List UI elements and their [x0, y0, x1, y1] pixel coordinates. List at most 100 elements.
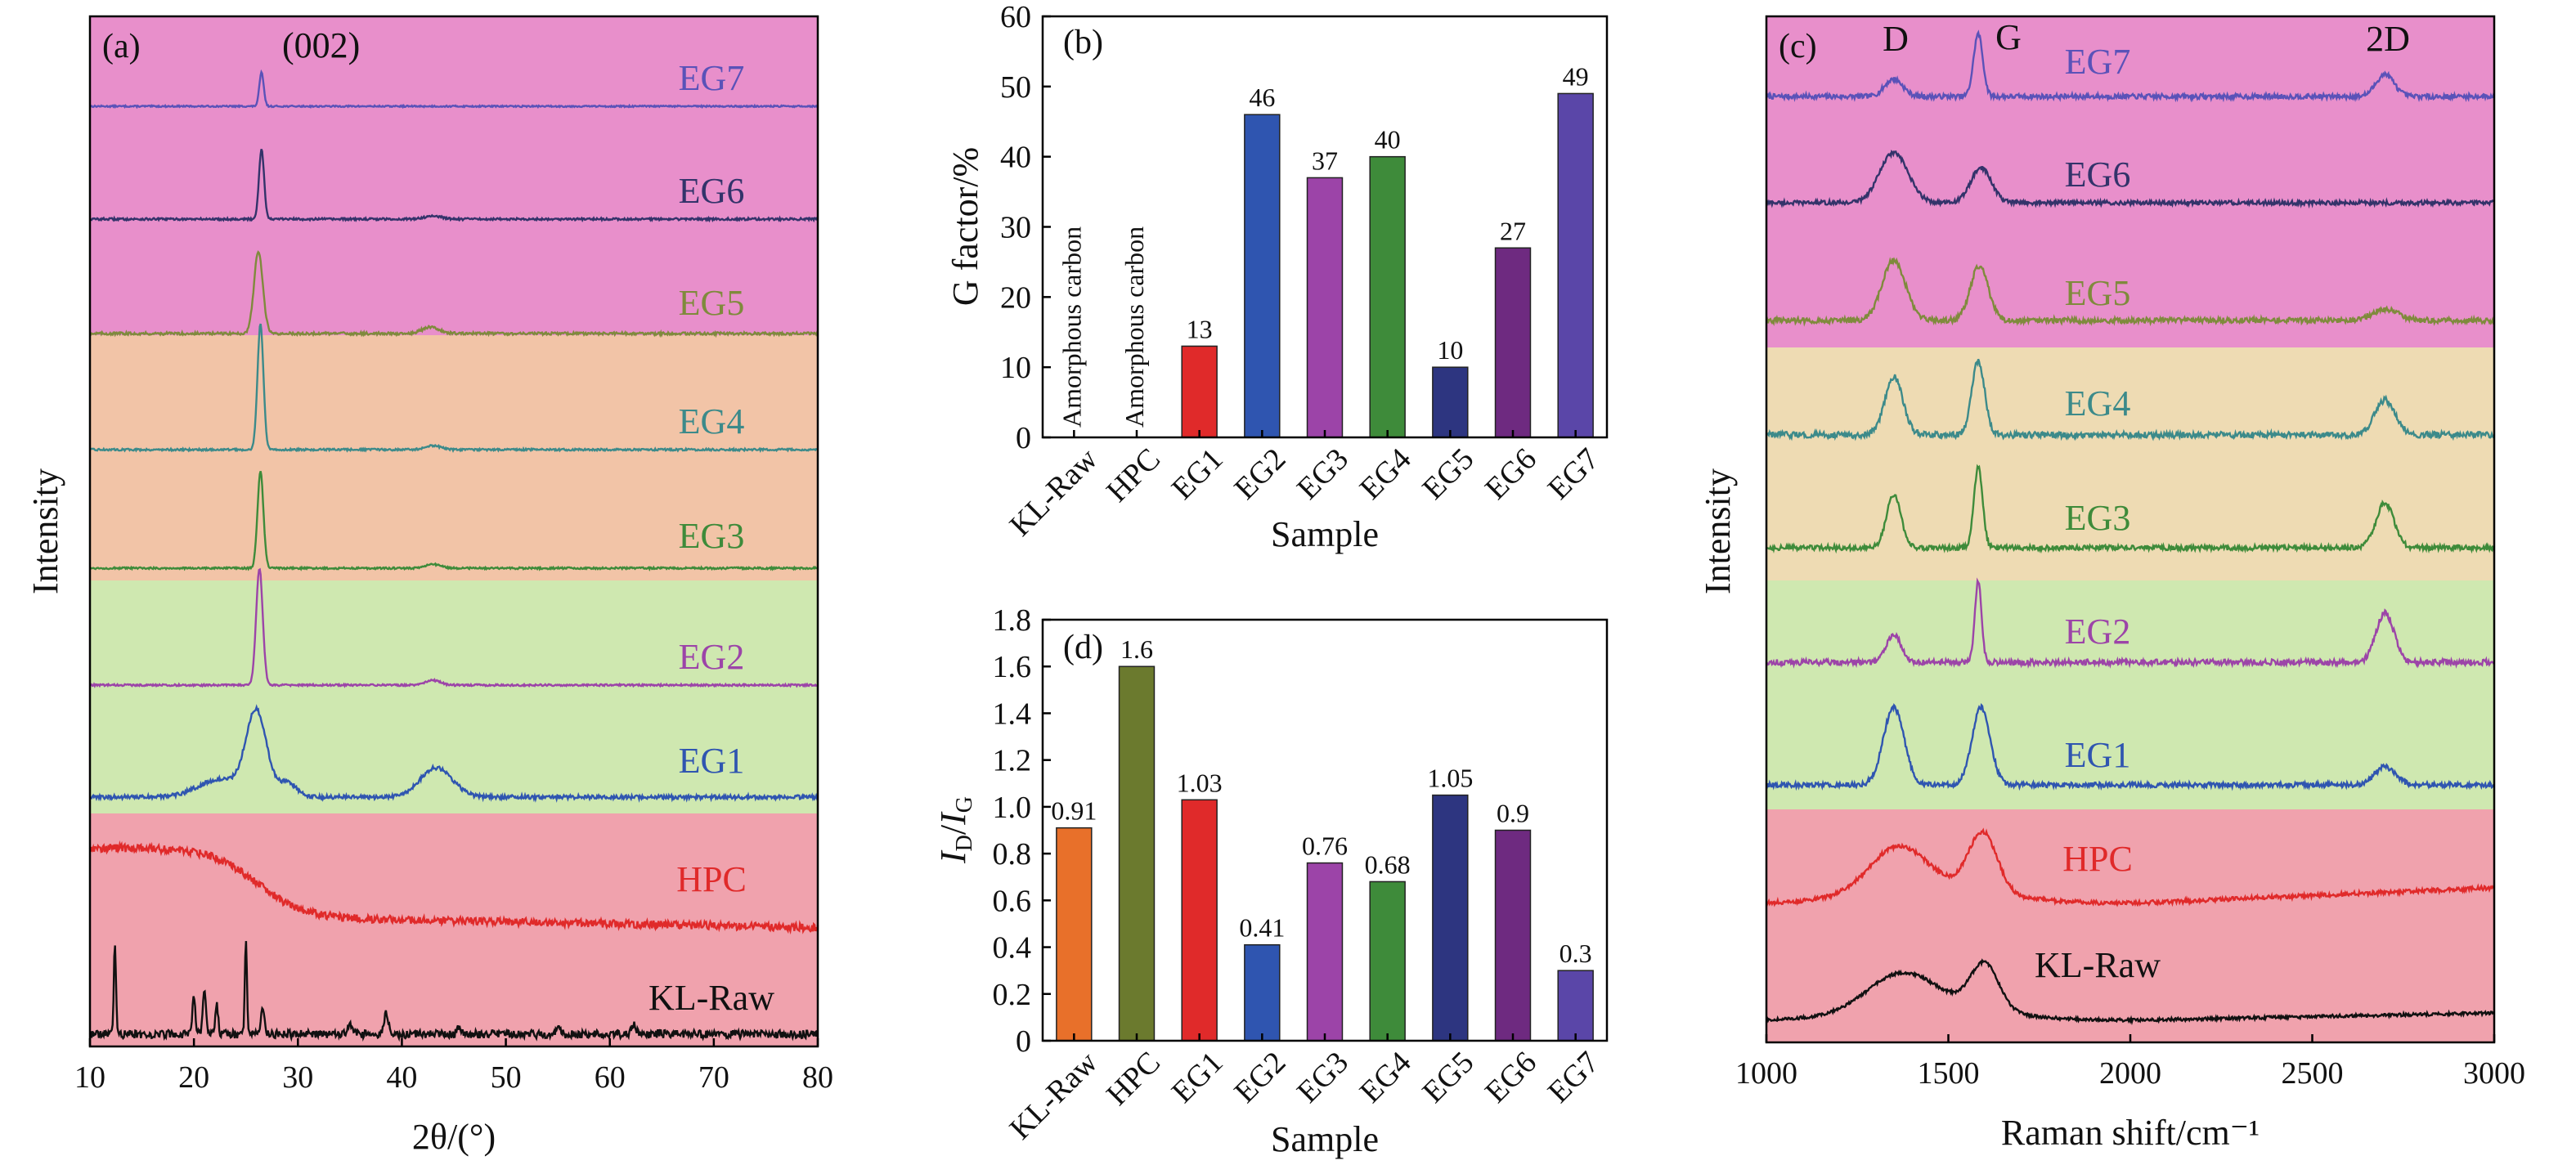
- band-green-a: [90, 580, 818, 813]
- raman-line-eg5: [1765, 257, 2495, 327]
- raman-line-hpc: [1765, 827, 2495, 907]
- bar-d-eg3: [1306, 862, 1344, 1042]
- x-tick-label-d: KL-Raw: [1003, 1045, 1105, 1146]
- raman-series-label-eg7: EG7: [2065, 42, 2131, 82]
- raman-line-eg7: [1765, 29, 2496, 103]
- bar-value-label-b: 46: [1249, 83, 1275, 112]
- x-tick-label-a: 60: [595, 1060, 626, 1095]
- xrd-series-label-eg6: EG6: [679, 171, 745, 211]
- y-tick-label-d: 1.0: [993, 791, 1032, 825]
- y-tick-label-b: 60: [1000, 0, 1031, 34]
- y-ticks-b: 0 10 20 30 40 50 60: [1000, 0, 1051, 455]
- panel-c: EG7 EG6 EG5 EG4 EG3 EG2 EG1 HPC KL-Raw 1000 1500 2…: [1698, 15, 2525, 1153]
- bar-b-eg6: [1494, 247, 1532, 438]
- y-axis-title-c: Intensity: [1698, 468, 1738, 594]
- y-tick-label-b: 50: [1000, 70, 1031, 105]
- raman-series-label-eg1: EG1: [2065, 735, 2131, 775]
- raman-line-eg2: [1766, 577, 2495, 670]
- bar-value-label-b: Amorphous carbon: [1057, 226, 1086, 428]
- bars-b: Amorphous carbon Amorphous carbon 13 46 37 40…: [1057, 61, 1594, 438]
- bar-b-eg1: [1181, 345, 1218, 438]
- peak-label-d: D: [1883, 19, 1909, 59]
- y-tick-label-b: 30: [1000, 211, 1031, 245]
- bar-d-eg2: [1244, 943, 1281, 1042]
- bar-value-label-d: 1.05: [1427, 764, 1473, 793]
- raman-series-label-eg5: EG5: [2065, 273, 2131, 313]
- bar-b-eg2: [1244, 114, 1281, 438]
- bar-value-label-b: Amorphous carbon: [1120, 226, 1149, 428]
- panel-b: Amorphous carbon Amorphous carbon 13 46 37 40…: [945, 0, 1609, 554]
- bar-d-eg5: [1432, 794, 1469, 1042]
- bar-value-label-d: 0.68: [1365, 849, 1411, 879]
- band-pink-c: [1766, 16, 2494, 347]
- raman-series-label-eg4: EG4: [2065, 383, 2131, 423]
- raman-lines: [1765, 29, 2496, 1026]
- y-tick-label-d: 0.4: [993, 931, 1032, 966]
- x-tick-label-b: HPC: [1100, 441, 1167, 509]
- x-tick-label-d: EG7: [1542, 1045, 1606, 1109]
- x-tick-label-a: 30: [282, 1060, 313, 1095]
- xrd-series-label-eg7: EG7: [679, 58, 745, 98]
- bar-value-label-d: 0.41: [1239, 913, 1285, 943]
- xrd-series-label-eg3: EG3: [679, 516, 745, 556]
- peak-label-g: G: [1995, 17, 2022, 57]
- x-tick-label-b: EG5: [1416, 441, 1480, 506]
- raman-line-kl-raw: [1766, 958, 2496, 1026]
- panel-label-a: (a): [102, 28, 141, 65]
- x-tick-label-d: EG4: [1353, 1045, 1418, 1109]
- xrd-line-eg6: [90, 148, 819, 223]
- x-tick-label-b: EG4: [1353, 441, 1418, 506]
- bar-b-eg3: [1306, 177, 1344, 438]
- band-green-c: [1766, 580, 2494, 809]
- x-tick-label-c: 3000: [2463, 1056, 2525, 1091]
- xrd-line-eg1: [89, 704, 819, 803]
- x-ticks-a: 10 20 30 40 50 60 70 80: [74, 1038, 833, 1095]
- raman-line-eg6: [1765, 150, 2495, 209]
- xrd-series-label-eg4: EG4: [679, 401, 745, 441]
- bar-value-label-d: 1.03: [1177, 768, 1223, 797]
- x-tick-label-b: KL-Raw: [1003, 441, 1105, 543]
- x-tick-label-d: EG5: [1416, 1045, 1480, 1109]
- bar-b-eg5: [1432, 366, 1469, 438]
- bar-value-label-b: 27: [1500, 216, 1526, 245]
- x-tick-label-d: EG2: [1227, 1045, 1292, 1109]
- xrd-line-hpc: [88, 840, 819, 935]
- x-tick-label-a: 80: [802, 1060, 833, 1095]
- raman-line-eg4: [1766, 358, 2496, 441]
- bar-b-eg4: [1369, 155, 1406, 438]
- bar-value-label-b: 10: [1437, 335, 1463, 365]
- xrd-series-label-eg1: EG1: [679, 741, 745, 781]
- xrd-line-eg5: [89, 250, 819, 338]
- y-tick-label-b: 0: [1016, 421, 1031, 455]
- y-tick-label-b: 10: [1000, 351, 1031, 385]
- bar-value-label-d: 0.3: [1560, 939, 1592, 968]
- panel-label-b: (b): [1063, 24, 1103, 61]
- x-tick-label-d: EG3: [1290, 1045, 1355, 1109]
- bar-value-label-b: 37: [1312, 146, 1338, 175]
- y-tick-label-d: 1.6: [993, 650, 1032, 684]
- x-tick-label-a: 50: [491, 1060, 522, 1095]
- raman-series-label-eg3: EG3: [2065, 498, 2131, 538]
- panel-label-c: (c): [1779, 28, 1817, 65]
- bar-value-label-b: 49: [1563, 61, 1589, 91]
- raman-series-label-eg2: EG2: [2065, 612, 2131, 652]
- bar-value-label-b: 40: [1375, 125, 1401, 155]
- panel-d: 0.91 1.6 1.03 0.41 0.76 0.68 1.05 0.9 0.3 0 0.2 0.…: [933, 603, 1609, 1159]
- bar-d-eg7: [1557, 970, 1594, 1042]
- xrd-line-eg4: [89, 323, 819, 454]
- bar-d-eg1: [1181, 799, 1218, 1042]
- bar-value-label-d: 0.9: [1497, 799, 1529, 828]
- xrd-lines: [88, 69, 819, 1042]
- y-axis-title-a: Intensity: [25, 468, 65, 594]
- x-tick-label-d: EG1: [1165, 1045, 1230, 1109]
- y-tick-label-d: 1.8: [993, 603, 1032, 638]
- bar-value-label-d: 1.6: [1120, 634, 1153, 664]
- x-axis-title-d: Sample: [1271, 1119, 1379, 1159]
- raman-line-eg3: [1766, 464, 2496, 554]
- x-axis-title-c: Raman shift/cm⁻¹: [2001, 1113, 2260, 1153]
- xrd-series-labels: EG7 EG6 EG5 EG4 EG3 EG2 EG1 HPC KL-Raw: [648, 58, 774, 1018]
- bar-b-eg7: [1557, 92, 1594, 438]
- x-tick-label-b: EG3: [1290, 441, 1355, 506]
- x-tick-label-a: 10: [74, 1060, 105, 1095]
- x-tick-label-a: 70: [698, 1060, 729, 1095]
